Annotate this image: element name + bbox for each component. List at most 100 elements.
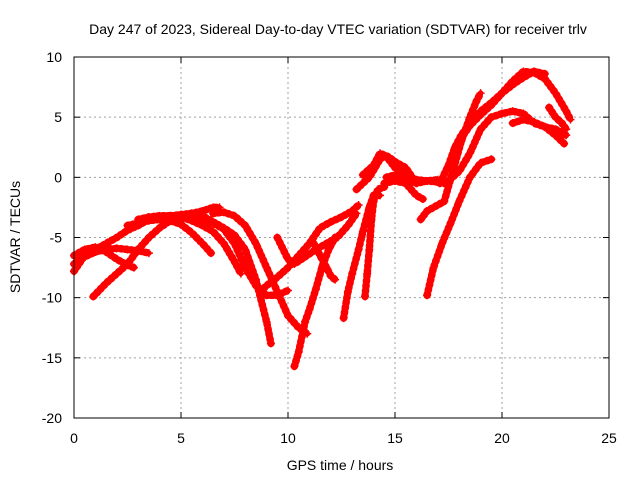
data-point	[566, 115, 575, 124]
data-point	[230, 239, 239, 248]
y-tick-label: -10	[42, 290, 62, 306]
data-point	[187, 214, 196, 223]
data-point	[401, 163, 410, 172]
data-point	[446, 219, 455, 228]
data-point	[112, 269, 121, 278]
data-point	[369, 161, 378, 170]
data-point	[358, 179, 367, 188]
data-point	[273, 287, 282, 296]
data-point	[166, 213, 175, 222]
data-point	[144, 233, 153, 242]
data-point	[89, 292, 98, 301]
data-point	[487, 101, 496, 110]
data-point	[354, 245, 363, 254]
data-point	[91, 243, 100, 252]
data-point	[123, 221, 132, 230]
x-tick-label: 5	[177, 430, 185, 446]
y-axis-title: SDTVAR / TECUs	[7, 181, 23, 293]
data-point	[337, 213, 346, 222]
data-point	[284, 311, 292, 320]
data-point	[380, 179, 389, 188]
series-markers-9	[256, 201, 363, 296]
chart-title: Day 247 of 2023, Sidereal Day-to-day VTE…	[89, 21, 587, 37]
data-point	[455, 137, 464, 146]
data-point	[339, 314, 348, 323]
data-point	[326, 217, 335, 226]
data-point	[418, 194, 427, 203]
data-point	[416, 215, 425, 224]
data-point	[219, 239, 228, 248]
data-point	[562, 125, 571, 134]
data-point	[209, 209, 218, 218]
x-tick-label: 10	[280, 430, 296, 446]
data-point	[519, 67, 528, 76]
x-tick-label: 20	[494, 430, 510, 446]
data-point	[198, 215, 207, 224]
data-point	[144, 213, 153, 222]
data-point	[326, 272, 335, 281]
data-point	[487, 113, 496, 122]
data-point	[219, 225, 228, 234]
data-point	[540, 74, 549, 83]
data-point	[472, 97, 481, 106]
data-point	[352, 185, 361, 194]
data-point	[551, 113, 560, 122]
series-markers-6	[134, 212, 245, 278]
data-point	[557, 119, 566, 128]
data-point	[301, 252, 310, 261]
y-tick-label: -15	[42, 350, 62, 366]
data-point	[423, 291, 432, 300]
data-point	[401, 173, 410, 182]
data-point	[465, 149, 474, 158]
x-tick-label: 15	[387, 430, 403, 446]
data-point	[209, 219, 218, 228]
series-markers-20	[423, 155, 496, 300]
data-point	[266, 339, 275, 348]
data-point	[367, 215, 376, 224]
data-point	[331, 233, 340, 242]
data-point	[262, 281, 271, 290]
data-point	[311, 285, 320, 294]
data-point	[123, 245, 132, 254]
data-point	[363, 269, 372, 278]
series-markers-24	[545, 103, 570, 133]
data-point	[284, 255, 292, 264]
data-point	[423, 176, 432, 185]
data-point	[273, 233, 282, 242]
data-point	[112, 244, 121, 253]
data-point	[316, 251, 325, 260]
data-point	[284, 263, 292, 272]
data-point	[508, 119, 517, 128]
data-point	[305, 305, 314, 314]
data-point	[290, 259, 299, 268]
data-point	[102, 279, 111, 288]
data-point	[412, 191, 421, 200]
data-point	[348, 269, 357, 278]
data-point	[358, 227, 367, 236]
data-point	[343, 221, 352, 230]
data-point	[476, 89, 485, 98]
data-point	[530, 68, 539, 77]
y-tick-label: -20	[42, 410, 62, 426]
data-point	[448, 167, 457, 176]
data-point	[273, 273, 282, 282]
data-point	[155, 211, 164, 220]
data-point	[80, 245, 89, 254]
series-markers-8	[209, 208, 312, 338]
data-point	[309, 239, 318, 248]
data-point	[144, 249, 153, 258]
series-markers-11	[290, 233, 339, 371]
data-point	[251, 239, 260, 248]
data-point	[540, 122, 549, 131]
data-point	[134, 245, 143, 254]
data-point	[562, 107, 571, 116]
data-point	[256, 287, 265, 296]
plot-area	[70, 67, 575, 371]
data-point	[551, 125, 560, 134]
data-point	[465, 121, 474, 130]
data-point	[343, 287, 352, 296]
data-point	[352, 209, 361, 218]
data-point	[322, 263, 331, 272]
data-point	[412, 175, 421, 184]
data-point	[262, 291, 271, 300]
